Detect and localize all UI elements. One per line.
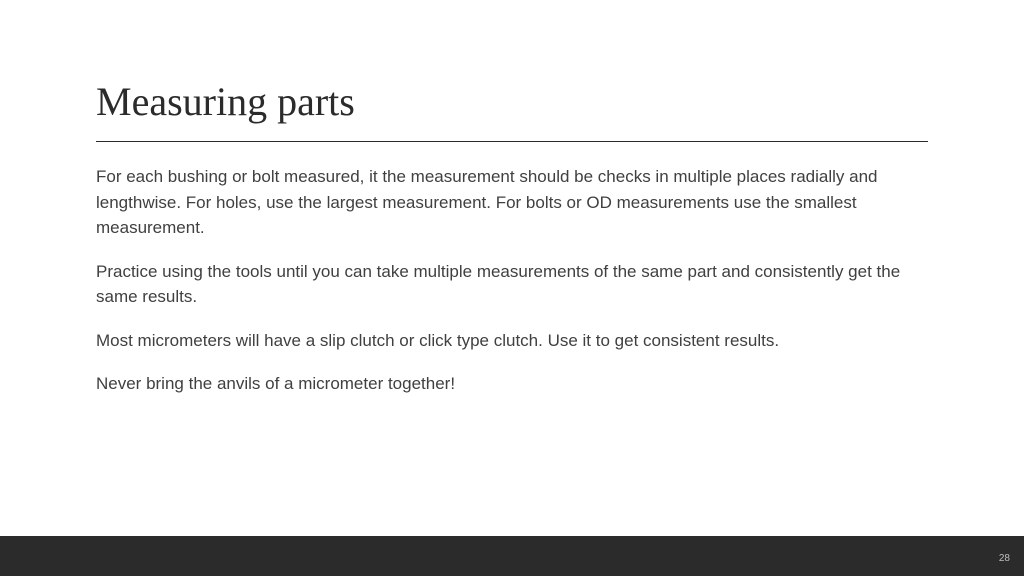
slide-title: Measuring parts: [96, 78, 928, 142]
slide: Measuring parts For each bushing or bolt…: [0, 0, 1024, 576]
footer-bar: 28: [0, 536, 1024, 576]
content-area: Measuring parts For each bushing or bolt…: [0, 0, 1024, 397]
page-number: 28: [999, 553, 1010, 564]
body-paragraph: For each bushing or bolt measured, it th…: [96, 164, 928, 241]
body-paragraph: Practice using the tools until you can t…: [96, 259, 928, 310]
slide-body: For each bushing or bolt measured, it th…: [96, 164, 928, 397]
body-paragraph: Never bring the anvils of a micrometer t…: [96, 371, 928, 397]
body-paragraph: Most micrometers will have a slip clutch…: [96, 328, 928, 354]
